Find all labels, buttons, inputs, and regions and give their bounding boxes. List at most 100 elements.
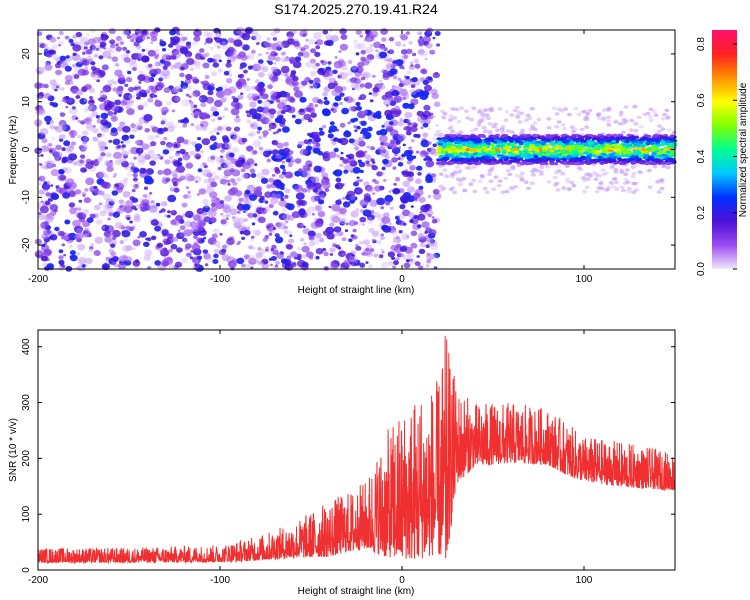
spectrogram-cell bbox=[237, 210, 241, 214]
band-cell bbox=[500, 135, 506, 139]
spectrogram-cell bbox=[85, 257, 93, 265]
spectrogram-cell bbox=[664, 108, 670, 113]
spectrogram-cell bbox=[398, 230, 403, 234]
spectrogram-cell bbox=[173, 160, 182, 167]
spectrogram-cell bbox=[40, 200, 44, 204]
spectrogram-cell bbox=[243, 229, 251, 236]
spectrogram-cell bbox=[429, 49, 436, 55]
spectrogram-cell bbox=[168, 155, 174, 160]
spectrogram-cell bbox=[360, 120, 367, 127]
spectrogram-cell bbox=[200, 102, 207, 108]
spectrogram-cell bbox=[303, 107, 309, 112]
spectrogram-cell bbox=[183, 229, 193, 237]
spectrogram-cell bbox=[329, 253, 334, 256]
spectrogram-cell bbox=[272, 96, 277, 100]
spectrogram-cell bbox=[334, 184, 340, 189]
band-cell bbox=[466, 159, 472, 163]
spectrogram-cell bbox=[288, 56, 297, 63]
spectrogram-cell bbox=[227, 86, 237, 94]
spectrogram-cell bbox=[49, 79, 58, 87]
spectrogram-cell bbox=[111, 56, 119, 63]
spectrogram-cell bbox=[131, 165, 136, 169]
spectrogram-cell bbox=[92, 36, 101, 44]
spectrogram-cell bbox=[57, 123, 67, 132]
spectrogram-cell bbox=[358, 151, 366, 158]
spectrogram-cell bbox=[378, 254, 384, 259]
spectrogram-cell bbox=[241, 173, 249, 180]
spectrogram-cell bbox=[332, 69, 338, 75]
spectrogram-cell bbox=[141, 92, 148, 98]
spectrogram-cell bbox=[79, 143, 89, 151]
spectrogram-cell bbox=[189, 150, 196, 156]
spectrogram-cell bbox=[484, 190, 490, 195]
spectrogram-cell bbox=[442, 111, 448, 116]
spectrogram-cell bbox=[189, 67, 194, 72]
spectrogram-cell bbox=[310, 85, 314, 89]
band-cell bbox=[643, 134, 649, 138]
band-cell bbox=[619, 154, 625, 158]
spectrogram-cell bbox=[290, 158, 296, 163]
spectrogram-cell bbox=[128, 102, 134, 106]
spectrogram-cell bbox=[406, 154, 414, 161]
spectrogram-cell bbox=[148, 205, 158, 213]
spectrogram-cell bbox=[39, 43, 46, 49]
spectrogram-cell bbox=[274, 193, 282, 199]
spectrogram-cell bbox=[556, 168, 561, 173]
spectrogram-cell bbox=[102, 203, 110, 210]
band-cell bbox=[611, 159, 617, 163]
spectrogram-cell bbox=[582, 190, 588, 194]
spectrogram-cell bbox=[81, 85, 88, 92]
spectrogram-cell bbox=[262, 211, 267, 215]
spectrogram-cell bbox=[114, 221, 123, 229]
spectrogram-cell bbox=[318, 194, 326, 200]
spectrogram-cell bbox=[585, 177, 591, 181]
spectrogram-cell bbox=[426, 239, 435, 246]
spectrogram-cell bbox=[484, 113, 490, 117]
spectrogram-cell bbox=[416, 165, 423, 171]
spectrogram-cell bbox=[605, 119, 611, 123]
spectrogram-cell bbox=[283, 225, 288, 230]
spectrogram-cell bbox=[291, 80, 299, 87]
spectrogram-cell bbox=[377, 229, 381, 232]
spectrogram-cell bbox=[421, 221, 430, 229]
spectrogram-cell bbox=[470, 106, 476, 110]
spectrogram-cell bbox=[379, 135, 388, 143]
spectrogram-cell bbox=[401, 153, 406, 158]
spectrogram-cell bbox=[40, 154, 44, 157]
spectrogram-cell bbox=[334, 95, 342, 102]
spectrogram-cell bbox=[359, 216, 367, 223]
band-cell bbox=[624, 153, 630, 157]
y-tick-label: 0 bbox=[21, 567, 32, 573]
band-cell bbox=[603, 136, 609, 140]
spectrogram-cell bbox=[185, 151, 189, 155]
spectrogram-cell bbox=[317, 210, 326, 217]
spectrogram-cell bbox=[619, 168, 625, 172]
spectrogram-cell bbox=[112, 185, 118, 190]
spectrogram-cell bbox=[530, 169, 536, 174]
spectrogram-cell bbox=[112, 175, 116, 178]
spectrogram-cell bbox=[123, 134, 129, 139]
spectrogram-cell bbox=[223, 107, 229, 111]
spectrogram-cell bbox=[385, 63, 393, 70]
spectrogram-cell bbox=[488, 179, 494, 183]
spectrogram-cell bbox=[126, 172, 132, 177]
spectrogram-cell bbox=[240, 54, 248, 61]
spectrogram-cell bbox=[411, 90, 420, 99]
spectrogram-cell bbox=[249, 131, 256, 137]
spectrogram-cell bbox=[582, 109, 588, 114]
spectrogram-cell bbox=[110, 79, 115, 82]
y-tick-label: -20 bbox=[21, 237, 32, 252]
spectrogram-cell bbox=[173, 125, 177, 129]
band-cell bbox=[586, 136, 592, 140]
spectrogram-cell bbox=[258, 146, 264, 151]
band-cell bbox=[490, 144, 496, 148]
spectrogram-cell bbox=[38, 189, 46, 195]
spectrogram-cell bbox=[395, 257, 400, 261]
spectrogram-cell bbox=[630, 165, 636, 169]
band-cell bbox=[667, 157, 673, 161]
spectrogram-cell bbox=[269, 114, 275, 119]
spectrogram-cell bbox=[108, 47, 116, 54]
spectrogram-cell bbox=[227, 46, 235, 54]
spectrogram-cell bbox=[648, 118, 654, 122]
spectrogram-cell bbox=[144, 175, 153, 183]
